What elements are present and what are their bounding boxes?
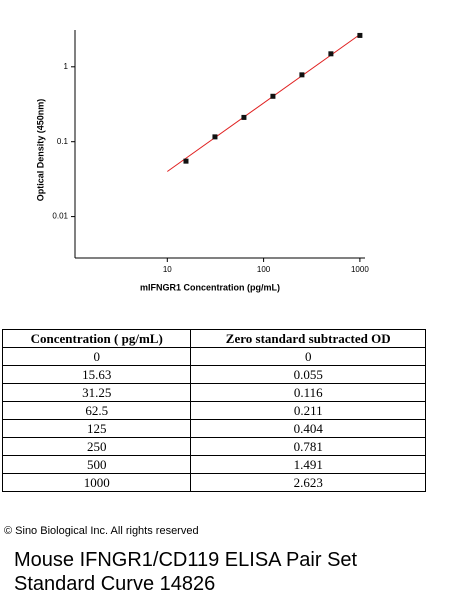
table-cell: 62.5 [1, 401, 192, 420]
data-point [212, 134, 218, 140]
table-cell: 125 [1, 419, 192, 438]
table-cell: 2.623 [190, 473, 426, 492]
table-cell: 0 [1, 347, 192, 366]
table-row: 125 0.404 [1, 419, 426, 438]
data-point [299, 72, 305, 78]
table-row: 62.5 0.211 [1, 401, 426, 420]
table-cell: 15.63 [1, 365, 192, 384]
caption: Mouse IFNGR1/CD119 ELISA Pair Set [14, 549, 358, 571]
y-tick-label: 0.1 [57, 137, 69, 146]
data-point [328, 51, 334, 57]
table-cell: 0.116 [190, 383, 426, 402]
x-tick-label: 1000 [351, 265, 369, 274]
table-header: Zero standard subtracted OD [190, 329, 426, 348]
table-row: 1000 2.623 [1, 473, 426, 492]
table-cell: 500 [1, 455, 192, 474]
table-cell: 0.055 [190, 365, 426, 384]
table-row: 31.25 0.116 [1, 383, 426, 402]
table-cell: 0.781 [190, 437, 426, 456]
y-tick-label: 1 [64, 62, 69, 71]
x-tick-label: 10 [163, 265, 172, 274]
table-cell: 0.404 [190, 419, 426, 438]
data-point [241, 114, 247, 120]
table-row: 15.63 0.055 [1, 365, 426, 384]
y-axis-label: Optical Density (450nm) [35, 99, 45, 202]
table-cell: 1.491 [190, 455, 426, 474]
data-point [183, 158, 189, 164]
copyright: © Sino Biological Inc. All rights reserv… [4, 525, 199, 537]
table-row: 500 1.491 [1, 455, 426, 474]
table-cell: 31.25 [1, 383, 192, 402]
data-point [357, 32, 363, 38]
x-axis-label: mIFNGR1 Concentration (pg/mL) [140, 282, 280, 292]
y-tick-label: 0.01 [52, 212, 68, 221]
chart: mIFNGR1 Concentration (pg/mL) Optical De… [35, 30, 369, 292]
table-row: 250 0.781 [1, 437, 426, 456]
data-point [270, 93, 276, 99]
table-cell: 1000 [1, 473, 192, 492]
x-tick-label: 100 [257, 265, 271, 274]
caption: Standard Curve 14826 [14, 573, 216, 595]
data-table: Concentration ( pg/mL) Zero standard subt… [1, 329, 426, 492]
table-cell: 0.211 [190, 401, 426, 420]
table-header: Concentration ( pg/mL) [1, 329, 192, 348]
table-cell: 250 [1, 437, 192, 456]
fit-line [167, 34, 361, 172]
table-cell: 0 [190, 347, 426, 366]
